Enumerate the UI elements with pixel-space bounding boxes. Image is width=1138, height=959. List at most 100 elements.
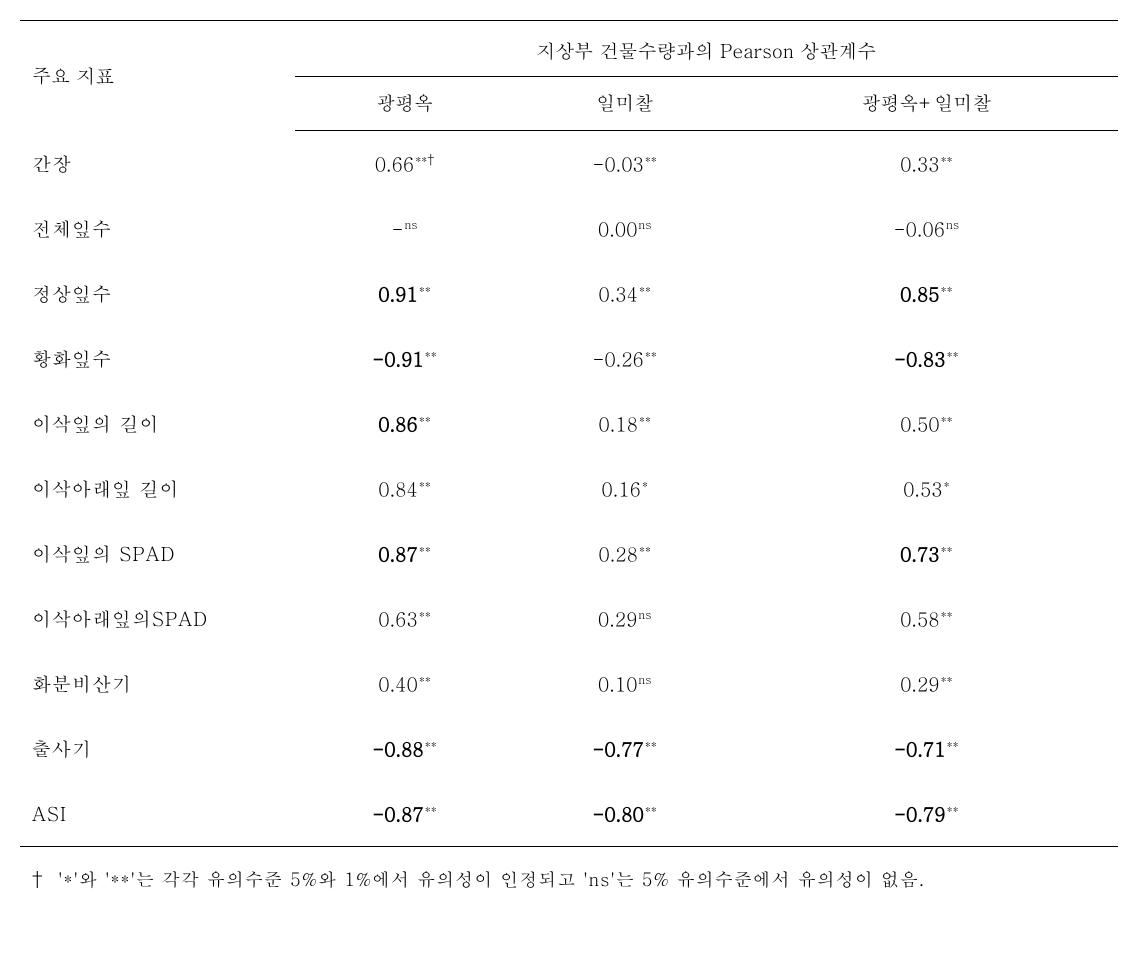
cell-col2-wrap: -0.26** bbox=[592, 349, 656, 368]
cell-col1: 0.40** bbox=[295, 651, 515, 716]
cell-col1-value: -0.88 bbox=[372, 735, 423, 762]
cell-col2-wrap: -0.77** bbox=[592, 739, 656, 758]
cell-col2: -0.26** bbox=[515, 326, 735, 391]
cell-col3-sup: ** bbox=[941, 541, 953, 558]
cell-col2: 0.29ns bbox=[515, 586, 735, 651]
cell-col1-wrap: -ns bbox=[392, 219, 418, 238]
cell-col1: -ns bbox=[295, 196, 515, 261]
cell-col1: -0.87** bbox=[295, 781, 515, 847]
cell-col2: -0.03** bbox=[515, 131, 735, 197]
cell-col1-value: -0.91 bbox=[372, 345, 423, 372]
cell-col2: 0.16* bbox=[515, 456, 735, 521]
cell-col2-sup: ** bbox=[645, 151, 657, 168]
row-label: 이삭잎의 SPAD bbox=[20, 521, 295, 586]
col-header-2: 일미찰 bbox=[515, 77, 735, 131]
cell-col3-value: -0.83 bbox=[894, 345, 945, 372]
cell-col2-value: 0.10 bbox=[598, 670, 638, 697]
cell-col3-wrap: -0.79** bbox=[894, 804, 958, 823]
cell-col1-wrap: 0.84** bbox=[378, 479, 431, 498]
cell-col2: 0.00ns bbox=[515, 196, 735, 261]
row-label: 출사기 bbox=[20, 716, 295, 781]
cell-col3: -0.79** bbox=[735, 781, 1118, 847]
cell-col2-wrap: 0.16* bbox=[601, 479, 648, 498]
cell-col2-value: -0.03 bbox=[592, 150, 643, 177]
cell-col2-sup: ns bbox=[638, 216, 651, 233]
header-row-1: 주요 지표 지상부 건물수량과의 Pearson 상관계수 bbox=[20, 21, 1118, 77]
row-label: 이삭잎의 길이 bbox=[20, 391, 295, 456]
cell-col3-wrap: -0.06ns bbox=[894, 219, 959, 238]
cell-col1: -0.88** bbox=[295, 716, 515, 781]
correlation-table-wrapper: 주요 지표 지상부 건물수량과의 Pearson 상관계수 광평옥 일미찰 광평… bbox=[20, 20, 1118, 899]
row-label: 간장 bbox=[20, 131, 295, 197]
row-label: 정상잎수 bbox=[20, 261, 295, 326]
table-row: 정상잎수0.91**0.34**0.85** bbox=[20, 261, 1118, 326]
pearson-header: 지상부 건물수량과의 Pearson 상관계수 bbox=[295, 21, 1119, 77]
cell-col1-value: 0.87 bbox=[378, 540, 418, 567]
cell-col1: 0.86** bbox=[295, 391, 515, 456]
cell-col1-sup: ** bbox=[419, 541, 431, 558]
table-row: 이삭아래잎 길이0.84**0.16*0.53* bbox=[20, 456, 1118, 521]
cell-col2-wrap: -0.80** bbox=[592, 804, 656, 823]
cell-col3-value: 0.58 bbox=[900, 605, 940, 632]
cell-col3: 0.33** bbox=[735, 131, 1118, 197]
cell-col2-sup: * bbox=[642, 476, 648, 493]
cell-col2: -0.80** bbox=[515, 781, 735, 847]
cell-col2-sup: ** bbox=[639, 541, 651, 558]
table-row: 이삭잎의 SPAD0.87**0.28**0.73** bbox=[20, 521, 1118, 586]
cell-col2-sup: ** bbox=[639, 411, 651, 428]
cell-col1: 0.84** bbox=[295, 456, 515, 521]
cell-col2: 0.10ns bbox=[515, 651, 735, 716]
cell-col1-sup: **† bbox=[415, 151, 434, 168]
table-row: 화분비산기0.40**0.10ns0.29** bbox=[20, 651, 1118, 716]
cell-col1-wrap: 0.87** bbox=[378, 544, 431, 563]
cell-col2: 0.18** bbox=[515, 391, 735, 456]
row-label: 전체잎수 bbox=[20, 196, 295, 261]
cell-col3-sup: * bbox=[944, 476, 950, 493]
cell-col3-value: 0.33 bbox=[900, 150, 940, 177]
cell-col2-value: -0.80 bbox=[592, 800, 643, 827]
cell-col3-sup: ** bbox=[941, 411, 953, 428]
cell-col3: 0.73** bbox=[735, 521, 1118, 586]
cell-col2-sup: ns bbox=[638, 606, 651, 623]
cell-col3-sup: ** bbox=[941, 151, 953, 168]
cell-col3: 0.50** bbox=[735, 391, 1118, 456]
table-row: ASI-0.87**-0.80**-0.79** bbox=[20, 781, 1118, 847]
cell-col2-wrap: 0.29ns bbox=[598, 609, 652, 628]
cell-col3-sup: ** bbox=[947, 736, 959, 753]
cell-col1-sup: ** bbox=[419, 476, 431, 493]
row-label: 이삭아래잎 길이 bbox=[20, 456, 295, 521]
table-row: 전체잎수-ns0.00ns-0.06ns bbox=[20, 196, 1118, 261]
table-row: 이삭아래잎의SPAD0.63**0.29ns0.58** bbox=[20, 586, 1118, 651]
cell-col2-value: -0.26 bbox=[592, 345, 643, 372]
cell-col2-sup: ** bbox=[639, 281, 651, 298]
cell-col3-sup: ns bbox=[946, 216, 959, 233]
cell-col1-value: -0.87 bbox=[372, 800, 423, 827]
cell-col1-sup: ** bbox=[425, 736, 437, 753]
cell-col2-value: 0.28 bbox=[598, 540, 638, 567]
cell-col1-value: 0.40 bbox=[378, 670, 418, 697]
cell-col3-wrap: -0.83** bbox=[894, 349, 958, 368]
cell-col1-wrap: 0.40** bbox=[378, 674, 431, 693]
table-row: 간장0.66**†-0.03**0.33** bbox=[20, 131, 1118, 197]
cell-col2: 0.34** bbox=[515, 261, 735, 326]
cell-col3-wrap: 0.53* bbox=[903, 479, 950, 498]
table-header: 주요 지표 지상부 건물수량과의 Pearson 상관계수 광평옥 일미찰 광평… bbox=[20, 21, 1118, 131]
cell-col1-wrap: -0.88** bbox=[372, 739, 436, 758]
row-label-header: 주요 지표 bbox=[20, 21, 295, 131]
cell-col2-value: 0.00 bbox=[598, 215, 638, 242]
cell-col3-wrap: 0.29** bbox=[900, 674, 953, 693]
cell-col3-sup: ** bbox=[941, 281, 953, 298]
cell-col3-value: 0.73 bbox=[900, 540, 940, 567]
cell-col3: 0.53* bbox=[735, 456, 1118, 521]
col-header-3: 광평옥+일미찰 bbox=[735, 77, 1118, 131]
cell-col2-sup: ** bbox=[645, 801, 657, 818]
cell-col2-sup: ** bbox=[645, 346, 657, 363]
cell-col1-sup: ** bbox=[425, 346, 437, 363]
cell-col3-sup: ** bbox=[947, 801, 959, 818]
cell-col2-value: 0.16 bbox=[601, 475, 641, 502]
cell-col1-wrap: 0.66**† bbox=[375, 154, 435, 173]
cell-col2: 0.28** bbox=[515, 521, 735, 586]
cell-col3-value: 0.85 bbox=[900, 280, 940, 307]
cell-col1-sup: ** bbox=[419, 281, 431, 298]
cell-col2: -0.77** bbox=[515, 716, 735, 781]
